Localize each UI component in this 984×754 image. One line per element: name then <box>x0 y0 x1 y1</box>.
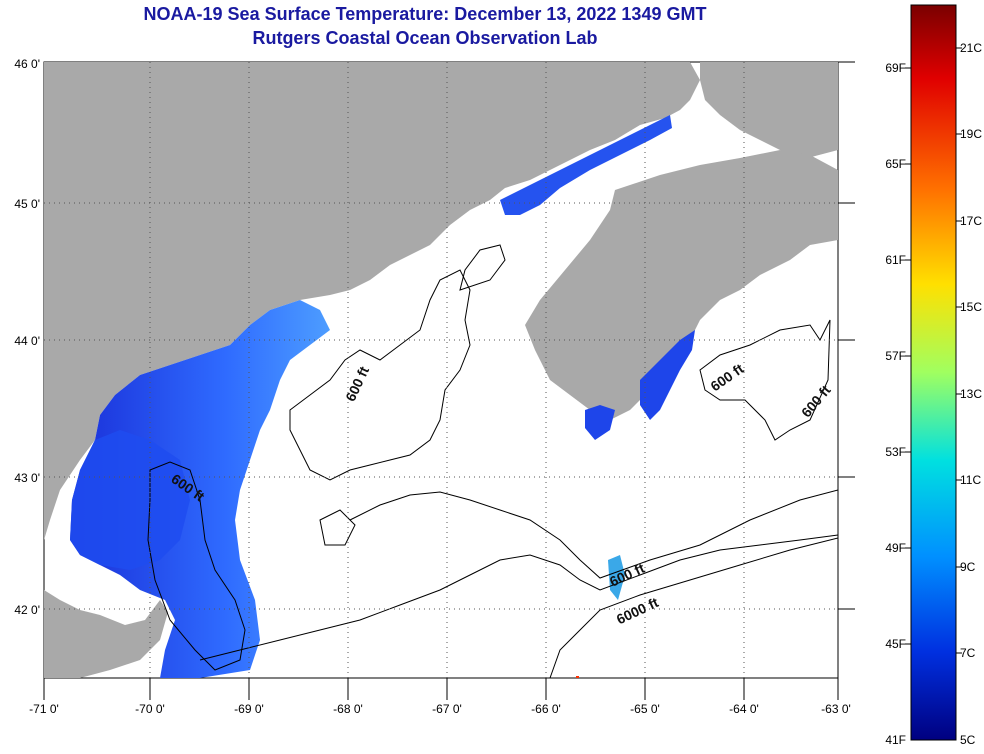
celsius-label: 13C <box>960 387 982 401</box>
lon-tick: -71 0' <box>29 702 59 716</box>
celsius-label: 19C <box>960 127 982 141</box>
celsius-label: 7C <box>960 646 976 660</box>
celsius-label: 17C <box>960 214 982 228</box>
celsius-label: 5C <box>960 733 976 747</box>
bathymetry-contours <box>147 244 838 678</box>
fahrenheit-label: 49F <box>885 541 906 555</box>
sst-georges-patch <box>608 555 625 600</box>
sst-ns-tip <box>585 405 615 440</box>
lat-tick: 42 0' <box>14 603 40 617</box>
lat-tick: 46 0' <box>14 57 40 71</box>
lon-tick: -65 0' <box>630 702 660 716</box>
longitude-ticks: -71 0' -70 0' -69 0' -68 0' -67 0' -66 0… <box>29 702 851 716</box>
northeast-land <box>700 62 838 160</box>
lon-tick: -67 0' <box>432 702 462 716</box>
sst-gulf-blue <box>70 430 190 570</box>
colorbar-fahrenheit-labels: 69F 65F 61F 57F 53F 49F 45F 41F <box>885 61 906 747</box>
lon-tick: -64 0' <box>729 702 759 716</box>
celsius-label: 11C <box>960 473 981 487</box>
celsius-label: 21C <box>960 41 982 55</box>
celsius-label: 9C <box>960 560 976 574</box>
lon-tick: -69 0' <box>234 702 264 716</box>
lon-tick: -68 0' <box>333 702 363 716</box>
map-title: NOAA-19 Sea Surface Temperature: Decembe… <box>143 4 707 24</box>
colorbar-celsius-labels: 21C 19C 17C 15C 13C 11C 9C 7C 5C <box>960 41 982 747</box>
sst-south-shore <box>640 330 695 420</box>
cape-cod-land <box>44 590 168 678</box>
nova-scotia-land <box>525 150 838 420</box>
latitude-ticks: 46 0' 45 0' 44 0' 43 0' 42 0' <box>14 57 40 617</box>
lat-tick: 44 0' <box>14 334 40 348</box>
fahrenheit-label: 57F <box>885 349 906 363</box>
mainland-land <box>44 62 700 540</box>
lon-tick: -66 0' <box>531 702 561 716</box>
sst-coastal-band <box>70 300 330 678</box>
lon-tick: -70 0' <box>135 702 165 716</box>
map-subtitle: Rutgers Coastal Ocean Observation Lab <box>252 28 598 48</box>
lon-tick: -63 0' <box>821 702 851 716</box>
fahrenheit-label: 69F <box>885 61 906 75</box>
celsius-label: 15C <box>960 300 982 314</box>
fahrenheit-label: 65F <box>885 157 906 171</box>
lat-tick: 45 0' <box>14 197 40 211</box>
sst-fundy-strip <box>500 115 672 215</box>
fahrenheit-label: 45F <box>885 637 906 651</box>
fahrenheit-label: 41F <box>885 733 906 747</box>
fahrenheit-label: 53F <box>885 445 906 459</box>
tick-marks <box>43 61 855 700</box>
lat-tick: 43 0' <box>14 471 40 485</box>
temperature-colorbar <box>910 4 957 741</box>
fahrenheit-label: 61F <box>885 253 906 267</box>
